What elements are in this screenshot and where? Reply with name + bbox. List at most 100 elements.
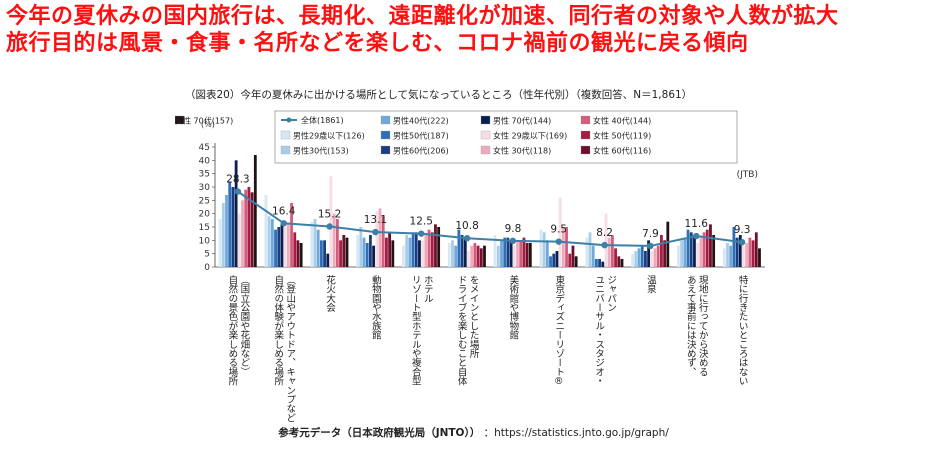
overall-point: [372, 228, 379, 236]
legend-label: 男性40代(222): [393, 116, 449, 126]
bar: [571, 245, 575, 267]
bar: [218, 219, 222, 267]
bar: [686, 229, 690, 267]
legend-label: 男性30代(153): [293, 146, 349, 156]
bar: [565, 227, 568, 267]
chart-credit: (JTB): [737, 170, 758, 180]
bar: [237, 213, 241, 267]
legend-swatch: [380, 115, 391, 125]
headline-line-2: 旅行目的は風景・食事・名所などを楽しむ、コロナ禍前の観光に戻る傾向: [6, 31, 749, 56]
bar: [454, 245, 458, 267]
y-axis-unit: (%): [201, 120, 215, 129]
bar: [451, 240, 454, 267]
bar: [516, 240, 519, 267]
x-category-label: 現地に行ってから決める: [697, 275, 709, 376]
bar: [680, 240, 684, 267]
bar: [525, 243, 529, 267]
bar: [732, 227, 736, 267]
overall-data-label: 9.5: [550, 224, 567, 236]
bar: [437, 227, 441, 267]
y-tick-label: 25: [199, 196, 210, 206]
bar: [663, 240, 667, 267]
bar: [683, 237, 687, 267]
bar: [493, 235, 497, 267]
bar: [470, 245, 474, 267]
bar: [335, 219, 339, 267]
bar: [528, 243, 532, 267]
y-tick-label: 0: [204, 263, 210, 273]
bar: [512, 245, 516, 267]
overall-data-label: 7.9: [642, 228, 659, 240]
bar: [653, 248, 657, 267]
bar: [250, 192, 254, 267]
x-category-label: あえて事前には決めず、: [685, 275, 697, 376]
bar: [751, 240, 755, 267]
bar: [270, 219, 274, 267]
bar: [539, 229, 543, 267]
legend-label: 女性 29歳以下(169): [493, 131, 567, 141]
legend-label: 全体(1861): [301, 115, 344, 125]
bar: [509, 240, 513, 267]
y-tick-label: 10: [199, 236, 211, 246]
bar: [607, 237, 611, 267]
overall-point: [693, 232, 700, 240]
bar: [391, 240, 395, 267]
x-category-label: 東京ディズニーリゾート®: [553, 274, 565, 387]
legend-label: 女性 40代(144): [593, 116, 651, 126]
bar: [476, 245, 480, 267]
bar: [424, 235, 428, 267]
x-category-label: をメインとした場所: [468, 275, 480, 359]
bar: [604, 213, 608, 267]
y-tick-label: 40: [199, 156, 211, 166]
overall-point: [280, 220, 287, 227]
bar: [617, 256, 621, 267]
overall-data-label: 28.3: [226, 174, 249, 186]
overall-data-label: 12.5: [410, 216, 433, 228]
legend-label: 女性 60代(116): [593, 146, 651, 156]
bar: [293, 232, 297, 267]
bar: [365, 243, 369, 267]
bar: [591, 245, 595, 267]
bar: [506, 237, 510, 267]
bar: [712, 235, 716, 267]
legend-label: 女性 50代(119): [593, 131, 651, 141]
bar: [758, 248, 761, 267]
bar: [280, 224, 284, 267]
legend-swatch: [175, 115, 185, 125]
bar: [381, 216, 385, 267]
overall-data-label: 13.1: [364, 214, 387, 226]
bar: [549, 256, 552, 267]
x-category-label: 自然の景色が楽しめる場所: [226, 274, 238, 386]
bar: [405, 235, 409, 267]
bar: [754, 232, 758, 267]
overall-point: [555, 238, 562, 245]
bar: [221, 203, 225, 267]
bar: [418, 240, 421, 267]
y-tick-label: 35: [199, 170, 210, 180]
source-url: ：https://statistics.jnto.go.jp/graph/: [483, 427, 669, 439]
x-category-label: 動物園や水族館: [370, 275, 382, 341]
x-category-label: 自然の体験が楽しめる場所: [272, 274, 284, 386]
legend-swatch: [580, 130, 591, 140]
bar: [457, 229, 461, 267]
bar: [574, 256, 578, 267]
x-category-label: ドライブを楽しむこと自体: [456, 275, 468, 387]
bar: [369, 235, 372, 267]
bar: [745, 243, 749, 267]
overall-data-label: 9.8: [505, 223, 522, 235]
bar: [519, 240, 523, 267]
bar: [332, 213, 336, 267]
overall-point: [463, 235, 471, 242]
bar: [283, 221, 287, 267]
x-category-label: 温泉: [645, 275, 657, 294]
bar: [656, 245, 660, 267]
y-tick-label: 15: [199, 223, 210, 233]
bar: [620, 259, 624, 267]
bar: [228, 181, 232, 267]
bar: [345, 237, 349, 267]
bar: [677, 245, 680, 267]
bar: [696, 243, 700, 267]
bar: [460, 235, 464, 267]
legend-label: 男性60代(206): [393, 146, 449, 156]
bar: [702, 232, 706, 267]
